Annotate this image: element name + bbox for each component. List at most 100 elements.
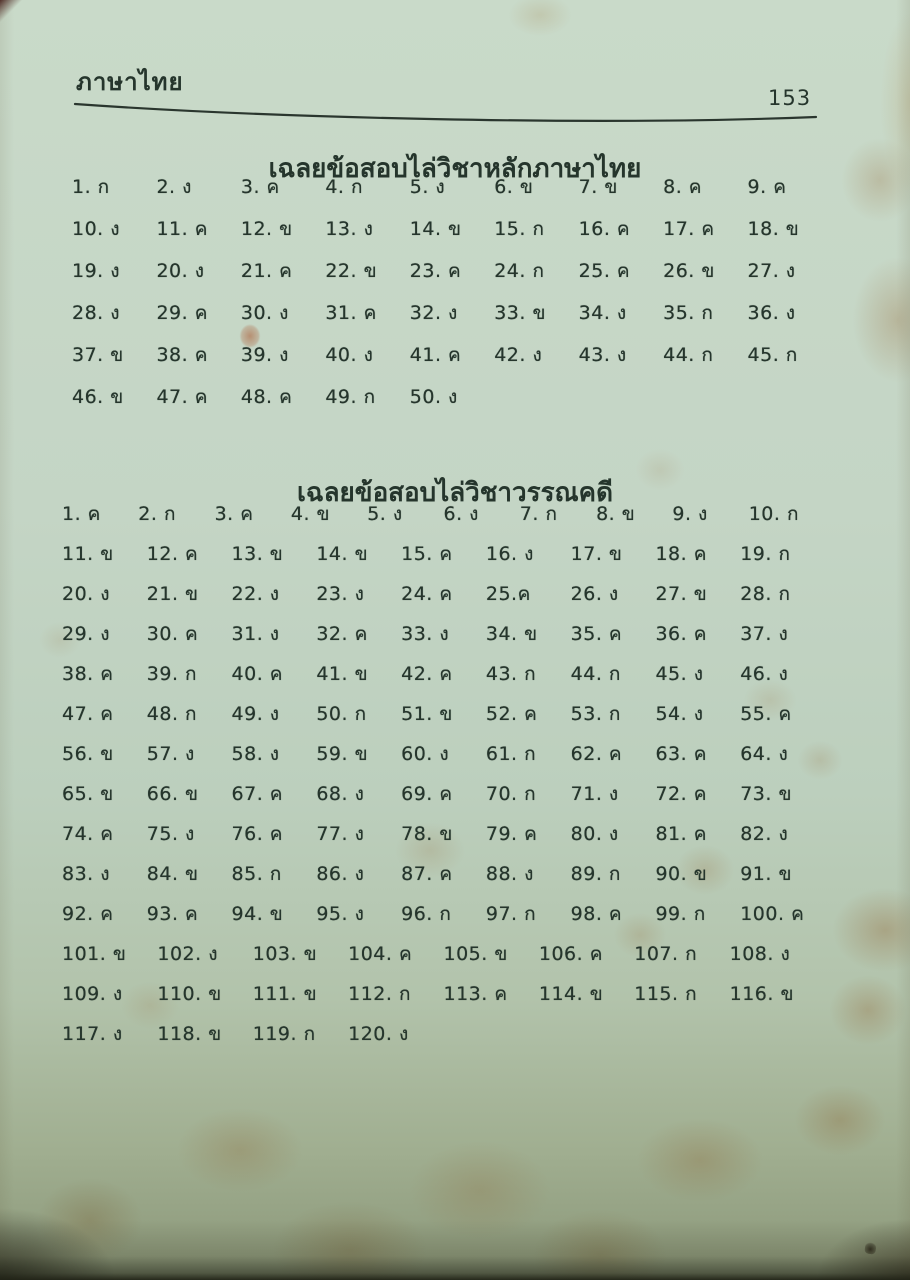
answer-item: 32. ค	[316, 623, 368, 645]
answer-item: 64. ง	[740, 743, 789, 765]
answer-item: 21. ค	[240, 260, 293, 282]
answer-item: 31. ง	[231, 623, 280, 645]
answer-item: 41. ค	[409, 344, 462, 366]
answer-item: 68. ง	[316, 783, 365, 805]
answer-item: 56. ข	[62, 743, 114, 765]
answer-item: 60. ง	[401, 743, 450, 765]
answer-item: 14. ข	[409, 218, 462, 240]
answer-item: 87. ค	[401, 863, 453, 885]
answer-item: 11. ค	[156, 218, 208, 240]
answer-item: 91. ข	[740, 863, 792, 885]
answer-item: 7. ข	[578, 176, 618, 198]
answer-row: 46. ข 47. ค 48. ค 49. ก 50. ง	[72, 386, 832, 409]
answer-item: 71. ง	[570, 783, 619, 805]
answer-item: 84. ข	[146, 863, 199, 885]
answer-item: 25. ค	[578, 260, 631, 282]
answer-item: 6. ข	[494, 176, 534, 198]
page-header-subject: ภาษาไทย	[76, 68, 184, 96]
answer-item: 117. ง	[62, 1023, 123, 1045]
answer-item: 115. ก	[634, 983, 698, 1005]
answer-item: 70. ก	[485, 783, 537, 805]
answer-item: 19. ง	[72, 260, 121, 282]
answer-item: 6. ง	[443, 503, 479, 525]
answer-item: 95. ง	[316, 903, 365, 925]
answer-item: 112. ก	[348, 983, 411, 1005]
answer-item: 8. ค	[663, 176, 702, 198]
answer-item: 5. ง	[409, 176, 446, 198]
answer-item: 47. ค	[156, 386, 208, 408]
answer-row: 11. ข 12. ค 13. ข 14. ข 15. ค 16. ง 17. ข 18. ค…	[62, 543, 825, 566]
answer-item: 100. ค	[740, 903, 805, 925]
section-title-literature-exam: เฉลยข้อสอบไล่วิชาวรรณคดี	[297, 477, 613, 508]
answer-item: 38. ค	[156, 344, 208, 366]
answer-item: 4. ข	[290, 503, 331, 525]
answer-item: 107. ก	[634, 943, 698, 965]
answer-item: 28. ก	[740, 583, 791, 605]
answer-item: 17. ข	[570, 543, 623, 565]
answer-item: 5. ง	[367, 503, 403, 525]
answer-item: 113. ค	[443, 983, 508, 1005]
answer-item: 2. ก	[138, 503, 176, 525]
answer-item: 98. ค	[570, 903, 623, 925]
answer-item: 30. ค	[146, 623, 199, 645]
answer-item: 3. ค	[240, 176, 280, 198]
answer-item: 59. ข	[316, 743, 369, 765]
answer-item: 1. ก	[72, 176, 110, 198]
answer-grid-literature: 1. ค 2. ก 3. ค 4. ข 5. ง 6. ง 7. ก 8. ข 9. ง 10. …	[62, 503, 825, 1063]
answer-item: 49. ง	[231, 703, 280, 725]
answer-item: 35. ก	[663, 302, 714, 324]
answer-item: 32. ง	[409, 302, 458, 324]
answer-item: 69. ค	[401, 783, 453, 805]
answer-item: 18. ข	[747, 218, 800, 240]
answer-item: 76. ค	[231, 823, 284, 845]
answer-item: 106. ค	[538, 943, 603, 965]
answer-item: 61. ก	[485, 743, 537, 765]
answer-item: 43. ก	[485, 663, 537, 685]
answer-item: 27. ข	[655, 583, 708, 605]
answer-item: 15. ค	[401, 543, 453, 565]
answer-item: 51. ข	[401, 703, 453, 725]
answer-item: 37. ข	[72, 344, 124, 366]
answer-item: 92. ค	[62, 903, 114, 925]
answer-item: 9. ง	[672, 503, 708, 525]
answer-item: 20. ง	[156, 260, 205, 282]
answer-row: 83. ง 84. ข 85. ก 86. ง 87. ค 88. ง 89. ก 90. ข…	[62, 863, 825, 886]
answer-item: 10. ก	[748, 503, 799, 525]
answer-item: 17. ค	[663, 218, 715, 240]
answer-item: 36. ง	[747, 302, 796, 324]
answer-item: 21. ข	[146, 583, 199, 605]
answer-item: 108. ง	[729, 943, 791, 965]
answer-item: 58. ง	[231, 743, 280, 765]
answer-row: 19. ง 20. ง 21. ค 22. ข 23. ค 24. ก 25. ค 26. ข…	[72, 260, 832, 283]
answer-item: 119. ก	[252, 1023, 316, 1045]
answer-item: 35. ค	[570, 623, 623, 645]
answer-item: 65. ข	[62, 783, 114, 805]
answer-item: 80. ง	[570, 823, 619, 845]
answer-item: 73. ข	[740, 783, 792, 805]
answer-item: 47. ค	[62, 703, 114, 725]
answer-item: 11. ข	[62, 543, 114, 565]
answer-item: 42. ง	[494, 344, 543, 366]
answer-item: 41. ข	[316, 663, 369, 685]
answer-item: 63. ค	[655, 743, 707, 765]
page-number: 153	[768, 86, 812, 110]
header-rule-line	[73, 102, 818, 122]
answer-item: 90. ข	[655, 863, 708, 885]
answer-row: 92. ค 93. ค 94. ข 95. ง 96. ก 97. ก 98. ค 99. ก…	[62, 903, 825, 926]
answer-item: 75. ง	[146, 823, 195, 845]
answer-item: 20. ง	[62, 583, 111, 605]
answer-row: 28. ง 29. ค 30. ง 31. ค 32. ง 33. ข 34. ง 35. ก…	[72, 302, 832, 325]
answer-item: 40. ง	[325, 344, 374, 366]
answer-item: 44. ก	[663, 344, 714, 366]
answer-item: 8. ข	[596, 503, 636, 525]
answer-row: 10. ง 11. ค 12. ข 13. ง 14. ข 15. ก 16. ค 17. ค…	[72, 218, 832, 241]
answer-item: 48. ก	[146, 703, 198, 725]
answer-item: 23. ค	[409, 260, 462, 282]
answer-item: 77. ง	[316, 823, 365, 845]
answer-item: 33. ข	[494, 302, 546, 324]
answer-item: 82. ง	[740, 823, 789, 845]
answer-item: 54. ง	[655, 703, 704, 725]
answer-item: 31. ค	[325, 302, 377, 324]
answer-row: 20. ง 21. ข 22. ง 23. ง 24. ค 25.ค 26. ง 27. ข 2…	[62, 583, 825, 606]
answer-item: 29. ค	[156, 302, 208, 324]
